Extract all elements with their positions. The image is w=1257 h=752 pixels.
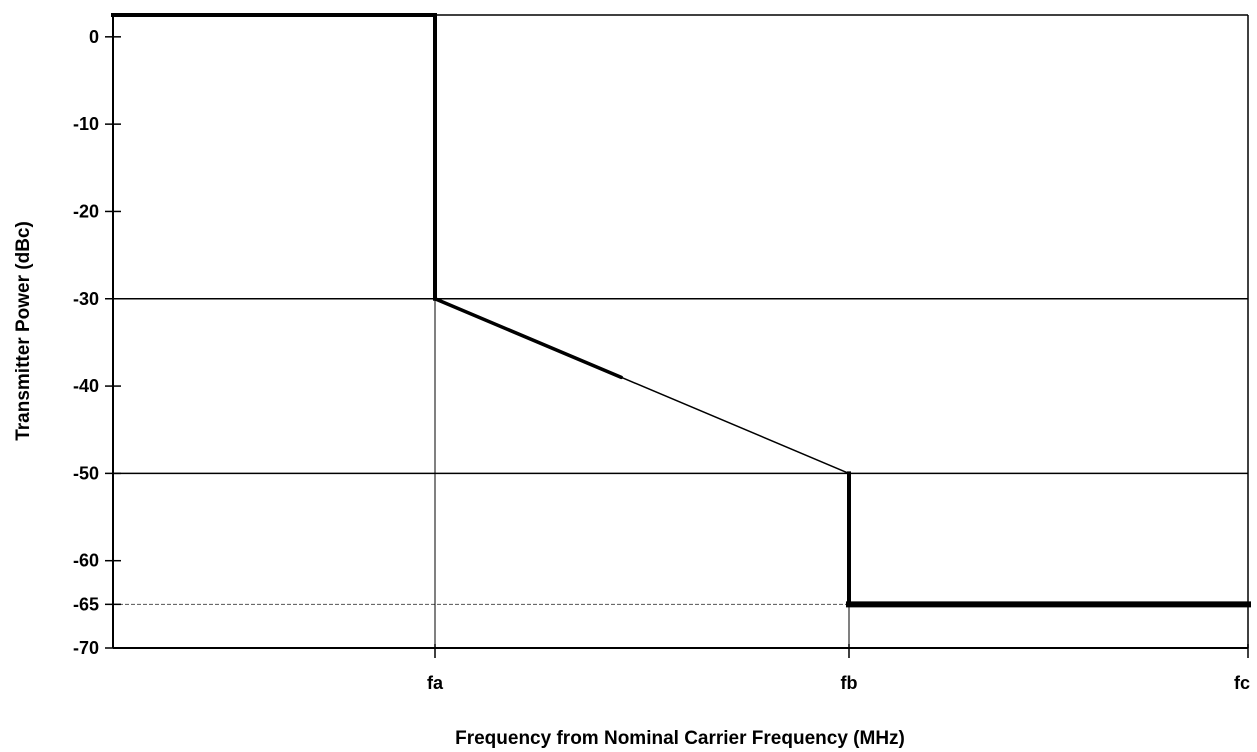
y-tick-label: -30 — [73, 289, 99, 309]
tick-labels: 0 -10 -20 -30 -40 -50 -60 -65 -70 fa fb fc — [73, 27, 1250, 693]
mask-segment — [620, 376, 850, 475]
gridlines — [113, 298, 1248, 648]
y-tick-label: -65 — [73, 594, 99, 614]
y-axis-label: Transmitter Power (dBc) — [13, 221, 34, 441]
x-tick-label: fb — [841, 673, 858, 693]
x-tick-label: fc — [1234, 673, 1250, 693]
series-layer — [111, 13, 1251, 608]
y-tick-label: 0 — [89, 27, 99, 47]
y-tick-label: -10 — [73, 114, 99, 134]
y-tick-label: -40 — [73, 376, 99, 396]
ticks — [105, 36, 1249, 658]
x-axis-label: Frequency from Nominal Carrier Frequency… — [455, 728, 905, 749]
y-tick-label: -50 — [73, 463, 99, 483]
mask-segment — [433, 297, 624, 380]
x-tick-label: fa — [427, 673, 444, 693]
y-tick-label: -70 — [73, 638, 99, 658]
y-tick-label: -60 — [73, 551, 99, 571]
y-tick-label: -20 — [73, 201, 99, 221]
plot-frame — [112, 14, 1249, 649]
